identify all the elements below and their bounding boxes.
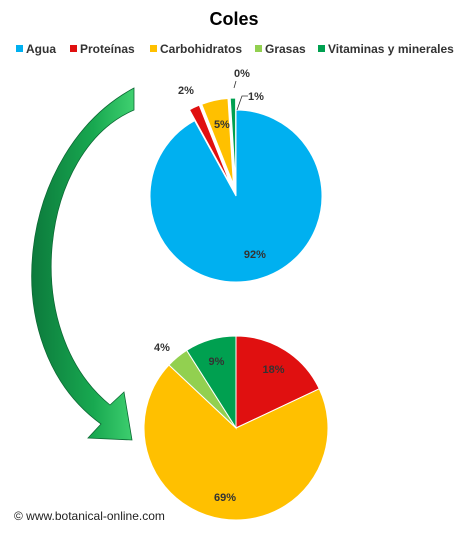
legend-label-agua: Agua: [26, 42, 56, 56]
slice-agua: [149, 109, 323, 283]
data-label-vitaminas-y-minerales: 9%: [209, 356, 225, 368]
data-label-vitaminas-y-minerales: 1%: [248, 91, 264, 103]
legend-swatch-vitaminas-y-minerales: [318, 45, 325, 52]
curved-arrow: [31, 87, 135, 441]
data-label-agua: 92%: [244, 249, 266, 261]
slice-proteinas: [235, 335, 320, 429]
pie-chart-top: 92% 2% 5% 0% 1%: [149, 68, 323, 283]
legend-swatch-carbohidratos: [150, 45, 157, 52]
chart-title: Coles: [209, 9, 258, 29]
slice-vitaminas-y-minerales: [186, 335, 237, 430]
legend-swatch-grasas: [255, 45, 262, 52]
slice-carbohidratos: [143, 364, 329, 521]
data-label-proteinas: 2%: [178, 85, 194, 97]
legend-label-carbohidratos: Carbohidratos: [160, 42, 242, 56]
legend-swatch-proteinas: [70, 45, 77, 52]
slice-proteinas: [188, 104, 232, 186]
legend-label-grasas: Grasas: [265, 42, 306, 56]
legend-label-proteinas: Proteínas: [80, 42, 135, 56]
data-label-proteinas: 18%: [262, 364, 284, 376]
legend-label-vitaminas-y-minerales: Vitaminas y minerales: [328, 42, 454, 56]
leader-line-vitaminas-y-minerales: [236, 95, 248, 111]
legend-swatch-agua: [16, 45, 23, 52]
slice-carbohidratos: [201, 97, 234, 185]
copyright-footer: © www.botanical-online.com: [14, 509, 165, 523]
slice-vitaminas-y-minerales: [229, 97, 237, 185]
data-label-grasas: 4%: [154, 342, 170, 354]
data-label-carbohidratos: 69%: [214, 492, 236, 504]
data-label-grasas: 0%: [234, 68, 250, 80]
pie-chart-bottom: 18% 69% 4% 9%: [143, 335, 329, 521]
leader-line-grasas: [233, 80, 237, 89]
data-label-carbohidratos: 5%: [214, 119, 230, 131]
legend: Agua Proteínas Carbohidratos Grasas Vitamina…: [16, 42, 454, 56]
